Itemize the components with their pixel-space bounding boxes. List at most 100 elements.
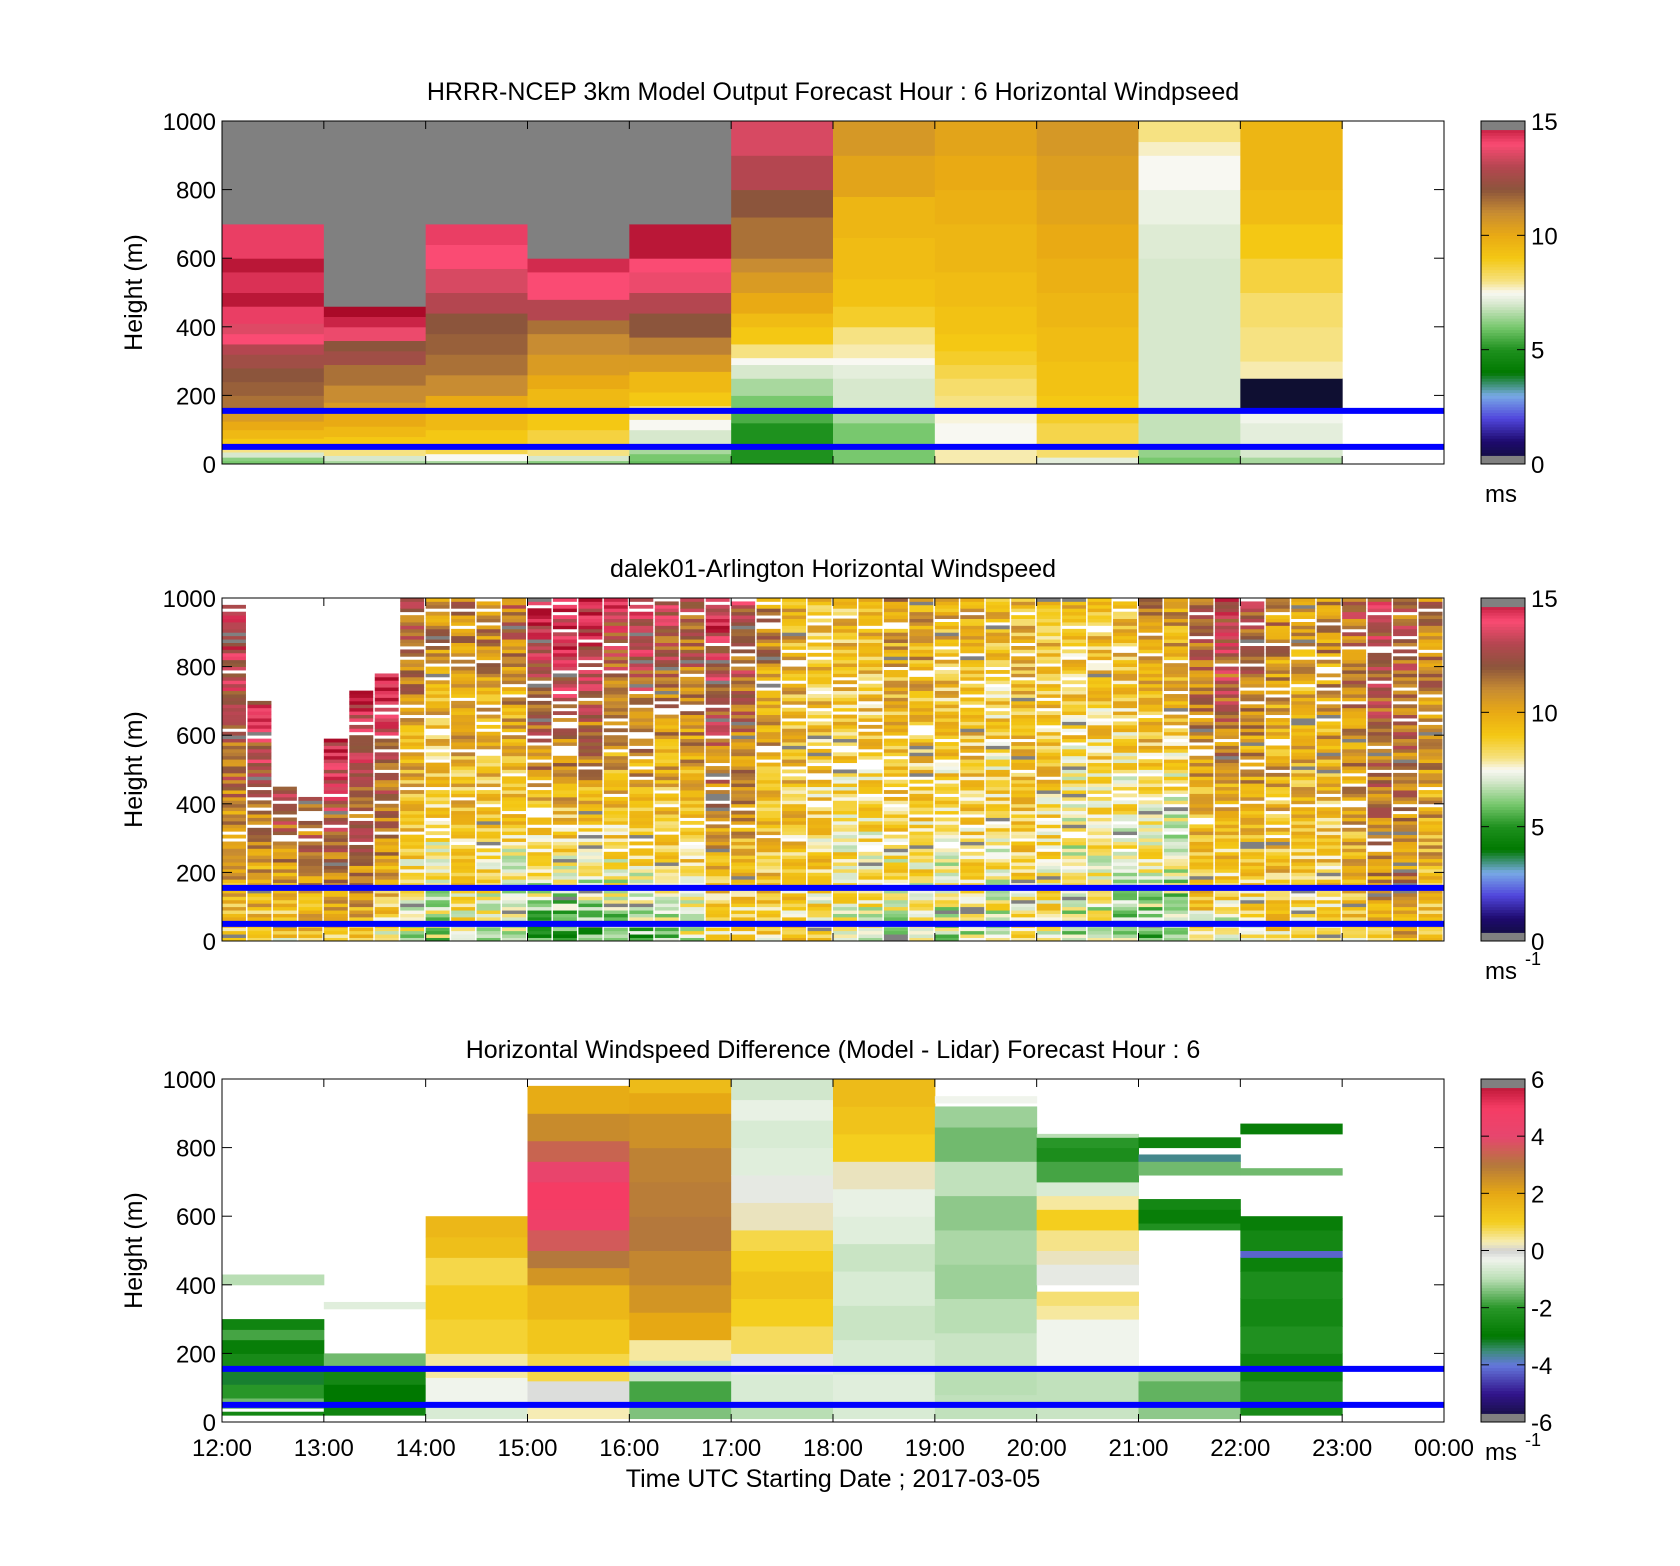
- heatmap-cell: [1419, 910, 1443, 914]
- heatmap-cell: [502, 862, 526, 866]
- heatmap-cell: [1240, 927, 1264, 931]
- heatmap-cell: [1139, 931, 1163, 935]
- heatmap-cell: [1139, 934, 1163, 938]
- heatmap-cell: [655, 660, 679, 664]
- heatmap-cell: [502, 708, 526, 712]
- heatmap-cell: [808, 866, 832, 870]
- heatmap-cell: [1317, 721, 1341, 725]
- heatmap-cell: [400, 934, 424, 938]
- heatmap-cell: [706, 608, 730, 612]
- heatmap-cell: [1317, 735, 1341, 739]
- heatmap-cell: [1037, 835, 1061, 839]
- heatmap-cell: [1088, 900, 1112, 904]
- heatmap-cell: [1215, 749, 1239, 753]
- colorbar-swatch: [1481, 1185, 1525, 1188]
- heatmap-cell: [528, 770, 552, 774]
- colorbar-swatch: [1481, 898, 1525, 901]
- heatmap-cell: [1139, 1223, 1241, 1230]
- heatmap-cell: [1368, 636, 1392, 640]
- heatmap-cell: [349, 869, 373, 873]
- heatmap-cell: [1113, 787, 1137, 791]
- heatmap-cell: [553, 632, 577, 636]
- heatmap-cell: [1240, 121, 1342, 190]
- heatmap-cell: [706, 649, 730, 653]
- heatmap-cell: [680, 735, 704, 739]
- heatmap-cell: [629, 910, 653, 914]
- heatmap-cell: [1291, 828, 1315, 832]
- heatmap-cell: [655, 749, 679, 753]
- heatmap-cell: [1088, 824, 1112, 828]
- heatmap-cell: [324, 852, 348, 856]
- heatmap-cell: [629, 811, 653, 815]
- heatmap-cell: [528, 763, 552, 767]
- heatmap-cell: [1291, 708, 1315, 712]
- heatmap-cell: [1342, 931, 1366, 935]
- colorbar-swatch: [1481, 884, 1525, 887]
- colorbar-swatch: [1481, 1253, 1525, 1256]
- heatmap-cell: [222, 1384, 324, 1398]
- heatmap-cell: [731, 804, 755, 808]
- heatmap-cell: [1088, 807, 1112, 811]
- heatmap-cell: [884, 790, 908, 794]
- heatmap-cell: [1164, 643, 1188, 647]
- heatmap-cell: [451, 848, 475, 852]
- heatmap-cell: [1393, 783, 1417, 787]
- heatmap-cell: [858, 896, 882, 900]
- heatmap-cell: [578, 732, 602, 736]
- heatmap-cell: [808, 619, 832, 623]
- heatmap-cell: [426, 845, 450, 849]
- heatmap-cell: [808, 790, 832, 794]
- heatmap-cell: [884, 879, 908, 883]
- heatmap-cell: [426, 763, 450, 767]
- heatmap-cell: [1266, 711, 1290, 715]
- heatmap-cell: [1215, 776, 1239, 780]
- heatmap-cell: [222, 258, 324, 272]
- heatmap-cell: [553, 811, 577, 815]
- heatmap-cell: [1393, 598, 1417, 602]
- heatmap-cell: [935, 728, 959, 732]
- heatmap-cell: [578, 636, 602, 640]
- colorbar-swatch: [1481, 767, 1525, 770]
- heatmap-cell: [1240, 838, 1264, 842]
- heatmap-cell: [858, 931, 882, 935]
- heatmap-cell: [477, 687, 501, 691]
- heatmap-cell: [1037, 739, 1061, 743]
- heatmap-cell: [349, 848, 373, 852]
- heatmap-cell: [400, 917, 424, 921]
- heatmap-cell: [629, 313, 731, 338]
- heatmap-cell: [706, 862, 730, 866]
- heatmap-cell: [1419, 680, 1443, 684]
- heatmap-cell: [222, 708, 246, 712]
- heatmap-cell: [1419, 896, 1443, 900]
- heatmap-cell: [451, 807, 475, 811]
- heatmap-cell: [1393, 649, 1417, 653]
- heatmap-cell: [1291, 794, 1315, 798]
- heatmap-cell: [604, 862, 628, 866]
- heatmap-cell: [731, 811, 755, 815]
- heatmap-cell: [426, 776, 450, 780]
- heatmap-cell: [808, 893, 832, 897]
- heatmap-cell: [782, 872, 806, 876]
- heatmap-cell: [629, 818, 653, 822]
- x-tick-label: 15:00: [497, 1435, 557, 1462]
- heatmap-cell: [1317, 879, 1341, 883]
- heatmap-cell: [782, 632, 806, 636]
- colorbar-swatch: [1481, 184, 1525, 187]
- heatmap-cell: [1317, 697, 1341, 701]
- heatmap-cell: [1062, 667, 1086, 671]
- heatmap-cell: [273, 931, 297, 935]
- x-tick-label: 18:00: [803, 1435, 863, 1462]
- heatmap-cell: [1011, 931, 1035, 935]
- heatmap-cell: [578, 649, 602, 653]
- heatmap-cell: [1291, 797, 1315, 801]
- heatmap-cell: [477, 646, 501, 650]
- heatmap-cell: [1317, 866, 1341, 870]
- heatmap-cell: [1266, 783, 1290, 787]
- heatmap-cell: [553, 831, 577, 835]
- heatmap-cell: [1164, 639, 1188, 643]
- heatmap-cell: [1189, 869, 1213, 873]
- heatmap-cell: [935, 879, 959, 883]
- heatmap-cell: [655, 910, 679, 914]
- heatmap-cell: [1240, 708, 1264, 712]
- heatmap-cell: [553, 790, 577, 794]
